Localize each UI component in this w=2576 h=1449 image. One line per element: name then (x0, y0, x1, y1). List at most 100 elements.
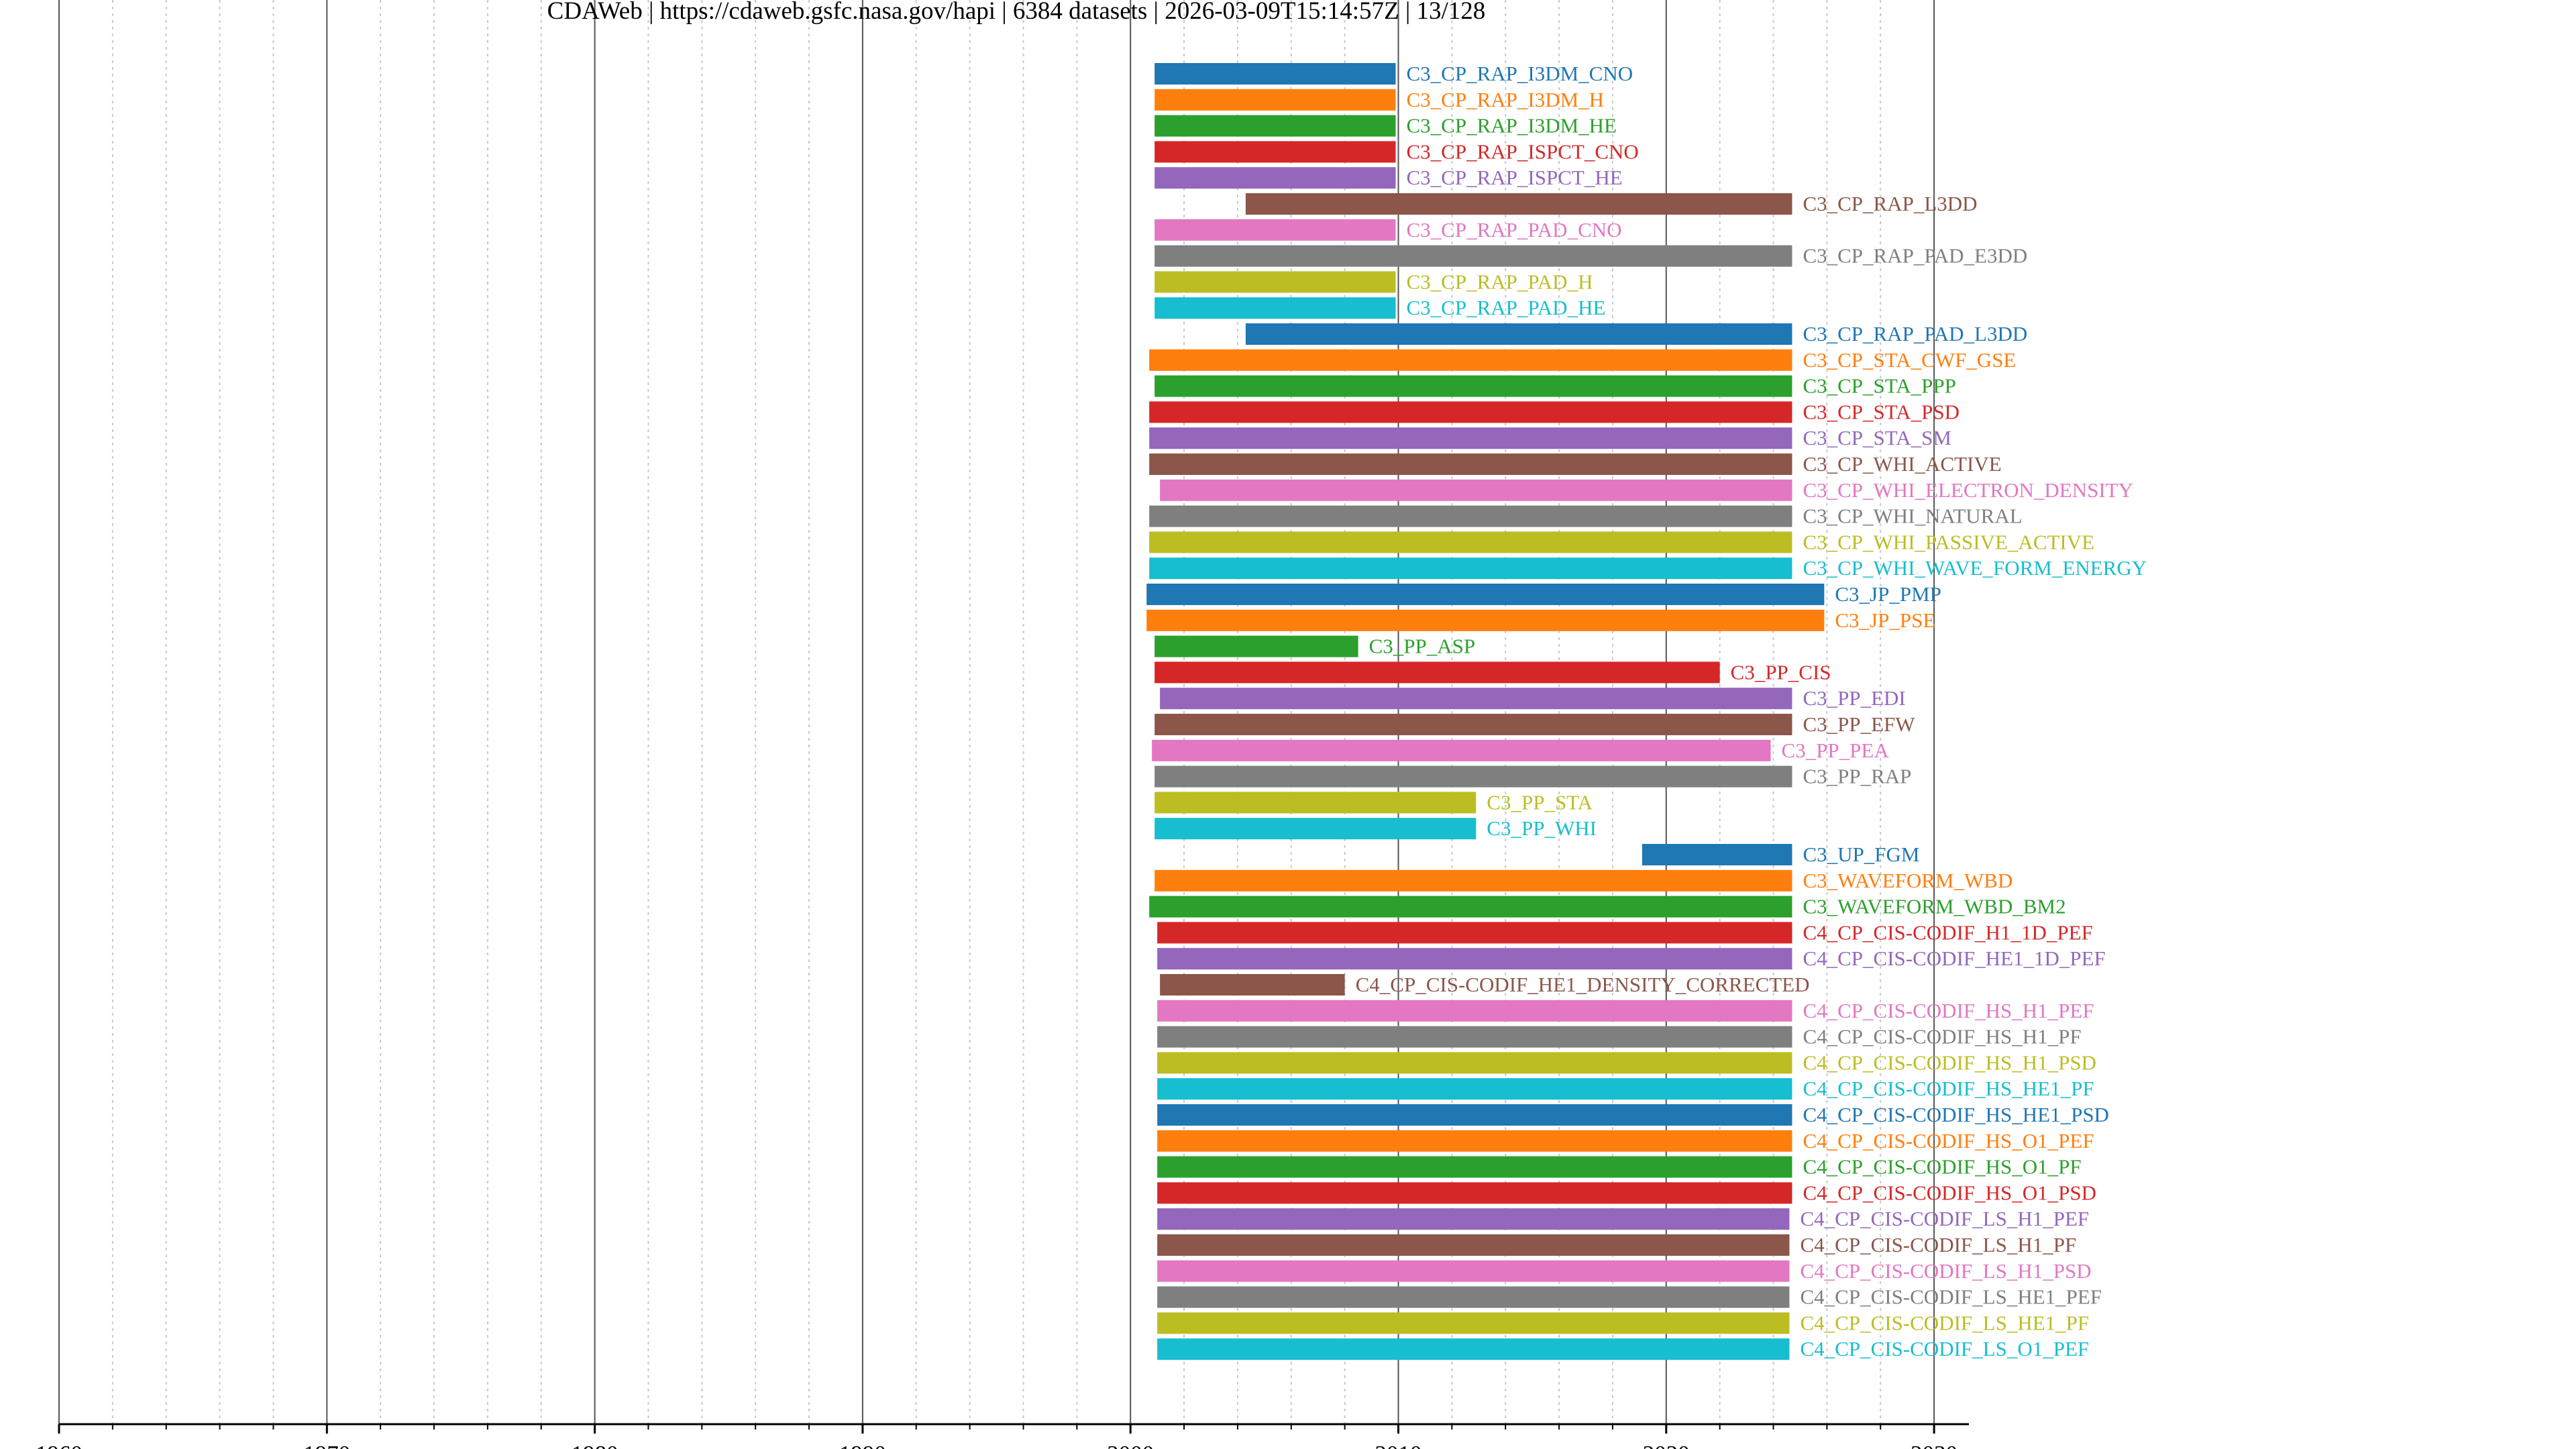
dataset-bar (1157, 1338, 1790, 1360)
dataset-bar (1157, 1156, 1792, 1178)
dataset-label: C4_CP_CIS-CODIF_LS_HE1_PEF (1800, 1285, 2102, 1309)
x-tick-label: 2030 (1911, 1441, 1957, 1449)
dataset-bar (1160, 974, 1345, 996)
dataset-label: C4_CP_CIS-CODIF_HS_HE1_PF (1803, 1077, 2094, 1100)
dataset-label: C3_CP_STA_PPP (1803, 374, 1955, 398)
dataset-label: C3_PP_WHI (1487, 816, 1597, 840)
dataset-bar (1155, 245, 1792, 267)
dataset-bar (1155, 63, 1396, 85)
x-tick-label: 1990 (839, 1441, 886, 1449)
dataset-label: C3_CP_RAP_L3DD (1803, 192, 1977, 215)
dataset-bar (1149, 531, 1792, 553)
dataset-bar (1160, 479, 1792, 501)
dataset-label: C3_CP_STA_PSD (1803, 400, 1960, 423)
dataset-label: C3_CP_RAP_I3DM_CNO (1407, 62, 1633, 85)
dataset-label: C4_CP_CIS-CODIF_LS_O1_PEF (1800, 1337, 2089, 1360)
dataset-bar (1157, 1000, 1792, 1022)
dataset-bar (1157, 1312, 1790, 1334)
dataset-label: C3_WAVEFORM_WBD (1803, 869, 2012, 892)
dataset-label: C4_CP_CIS-CODIF_LS_H1_PEF (1800, 1207, 2089, 1230)
dataset-bar (1157, 1260, 1790, 1282)
dataset-label: C3_CP_WHI_NATURAL (1803, 504, 2022, 528)
dataset-label: C3_CP_RAP_ISPCT_CNO (1407, 140, 1639, 163)
dataset-label: C3_CP_WHI_ACTIVE (1803, 452, 2001, 476)
dataset-bar (1157, 1130, 1792, 1152)
dataset-bar (1155, 141, 1396, 163)
dataset-label: C3_CP_RAP_I3DM_H (1407, 88, 1605, 111)
dataset-bar (1155, 219, 1396, 241)
dataset-bar (1157, 1026, 1792, 1048)
dataset-bar (1149, 401, 1792, 423)
dataset-label: C4_CP_CIS-CODIF_HS_O1_PSD (1803, 1181, 2096, 1204)
dataset-bar (1149, 427, 1792, 449)
dataset-bar (1149, 349, 1792, 371)
dataset-label: C3_PP_RAP (1803, 765, 1911, 788)
dataset-bar (1160, 688, 1792, 710)
x-axis: 1960 1970 1980 1990 2000 2010 2020 2030 (36, 1423, 1969, 1449)
dataset-bar (1155, 818, 1477, 840)
dataset-label: C3_CP_RAP_PAD_CNO (1407, 218, 1622, 241)
dataset-bar (1155, 792, 1477, 814)
dataset-label: C3_CP_WHI_WAVE_FORM_ENERGY (1803, 556, 2147, 580)
dataset-bar (1157, 1182, 1792, 1204)
dataset-label: C4_CP_CIS-CODIF_HS_H1_PSD (1803, 1051, 2096, 1074)
dataset-label: C3_PP_ASP (1369, 635, 1476, 658)
dataset-bar (1155, 661, 1720, 684)
dataset-labels: C3_CP_RAP_I3DM_CNO C3_CP_RAP_I3DM_H C3_CP_… (1356, 62, 2147, 1360)
dataset-label: C3_CP_RAP_ISPCT_HE (1407, 166, 1623, 189)
dataset-bar (1146, 584, 1825, 605)
x-tick-label: 2020 (1643, 1441, 1690, 1449)
dataset-label: C4_CP_CIS-CODIF_HS_H1_PF (1803, 1025, 2081, 1049)
dataset-label: C4_CP_CIS-CODIF_HS_H1_PEF (1803, 999, 2094, 1022)
dataset-bar (1245, 193, 1792, 215)
dataset-bar (1245, 323, 1792, 345)
dataset-bar (1157, 1286, 1790, 1308)
dataset-label: C3_WAVEFORM_WBD_BM2 (1803, 895, 2065, 918)
dataset-label: C3_CP_RAP_PAD_HE (1407, 296, 1606, 319)
dataset-bar (1155, 89, 1396, 111)
dataset-label: C4_CP_CIS-CODIF_HE1_DENSITY_CORRECTED (1356, 973, 1810, 996)
dataset-label: C4_CP_CIS-CODIF_LS_H1_PF (1800, 1233, 2076, 1256)
dataset-label: C3_CP_RAP_PAD_H (1407, 270, 1593, 293)
x-tick-label: 2000 (1107, 1441, 1154, 1449)
dataset-bar (1157, 1052, 1792, 1074)
dataset-bar (1146, 609, 1825, 631)
dataset-bar (1155, 869, 1792, 892)
dataset-label: C4_CP_CIS-CODIF_LS_HE1_PF (1800, 1311, 2089, 1334)
dataset-bar (1157, 1078, 1792, 1100)
dataset-label: C3_CP_WHI_ELECTRON_DENSITY (1803, 478, 2133, 502)
dataset-bar (1642, 844, 1792, 865)
dataset-bar (1157, 948, 1792, 970)
dataset-bar (1157, 1208, 1790, 1230)
dataset-label: C3_CP_STA_SM (1803, 426, 1951, 449)
dataset-bar (1149, 896, 1792, 918)
x-tick-label: 1960 (36, 1441, 83, 1449)
x-tick-label: 2010 (1375, 1441, 1421, 1449)
dataset-bar (1149, 453, 1792, 475)
dataset-label: C4_CP_CIS-CODIF_HS_HE1_PSD (1803, 1103, 2109, 1126)
dataset-label: C3_PP_STA (1487, 790, 1593, 814)
chart-title: CDAWeb | https://cdaweb.gsfc.nasa.gov/ha… (547, 0, 1486, 25)
dataset-label: C3_PP_CIS (1731, 660, 1831, 684)
dataset-label: C4_CP_CIS-CODIF_HE1_1D_PEF (1803, 947, 2105, 970)
dataset-bar (1155, 375, 1792, 397)
dataset-bar (1149, 505, 1792, 527)
dataset-label: C3_CP_RAP_PAD_L3DD (1803, 322, 2027, 345)
dataset-bar (1155, 765, 1792, 788)
dataset-label: C3_JP_PSE (1835, 608, 1935, 632)
dataset-bar (1149, 557, 1792, 580)
dataset-bar (1157, 1234, 1790, 1256)
dataset-label: C4_CP_CIS-CODIF_H1_1D_PEF (1803, 920, 2092, 944)
dataset-label: C4_CP_CIS-CODIF_LS_H1_PSD (1800, 1259, 2091, 1283)
dataset-label: C3_JP_PMP (1835, 582, 1941, 606)
dataset-label: C3_CP_RAP_I3DM_HE (1407, 114, 1617, 138)
dataset-bar (1155, 167, 1396, 189)
dataset-bar (1155, 714, 1792, 735)
dataset-bar (1157, 922, 1792, 944)
dataset-bar (1155, 115, 1396, 137)
dataset-label: C3_PP_PEA (1782, 739, 1890, 762)
dataset-bar (1155, 635, 1358, 657)
dataset-label: C3_UP_FGM (1803, 843, 1919, 866)
dataset-bar (1157, 1104, 1792, 1126)
